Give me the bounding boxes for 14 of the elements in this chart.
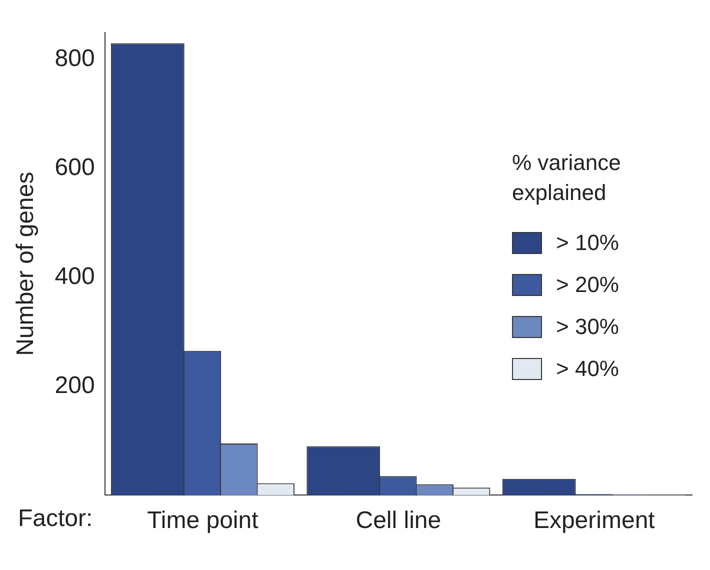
legend-label: > 20% [556,272,619,298]
legend-label: > 30% [556,314,619,340]
y-axis-title: Number of genes [12,172,40,356]
legend-title: % variance explained [512,149,622,207]
legend-label: > 40% [556,356,619,382]
y-tick-label: 400 [54,263,95,290]
x-tick-label: Cell line [356,507,442,534]
legend-label: > 10% [556,230,619,256]
x-axis-title: Factor: [18,504,93,532]
y-tick-label: 200 [54,372,95,399]
y-tick-label: 600 [54,154,95,182]
x-tick-label: Experiment [533,507,656,534]
y-tick-label: 800 [54,45,95,72]
x-tick-label: Time point [147,507,259,534]
